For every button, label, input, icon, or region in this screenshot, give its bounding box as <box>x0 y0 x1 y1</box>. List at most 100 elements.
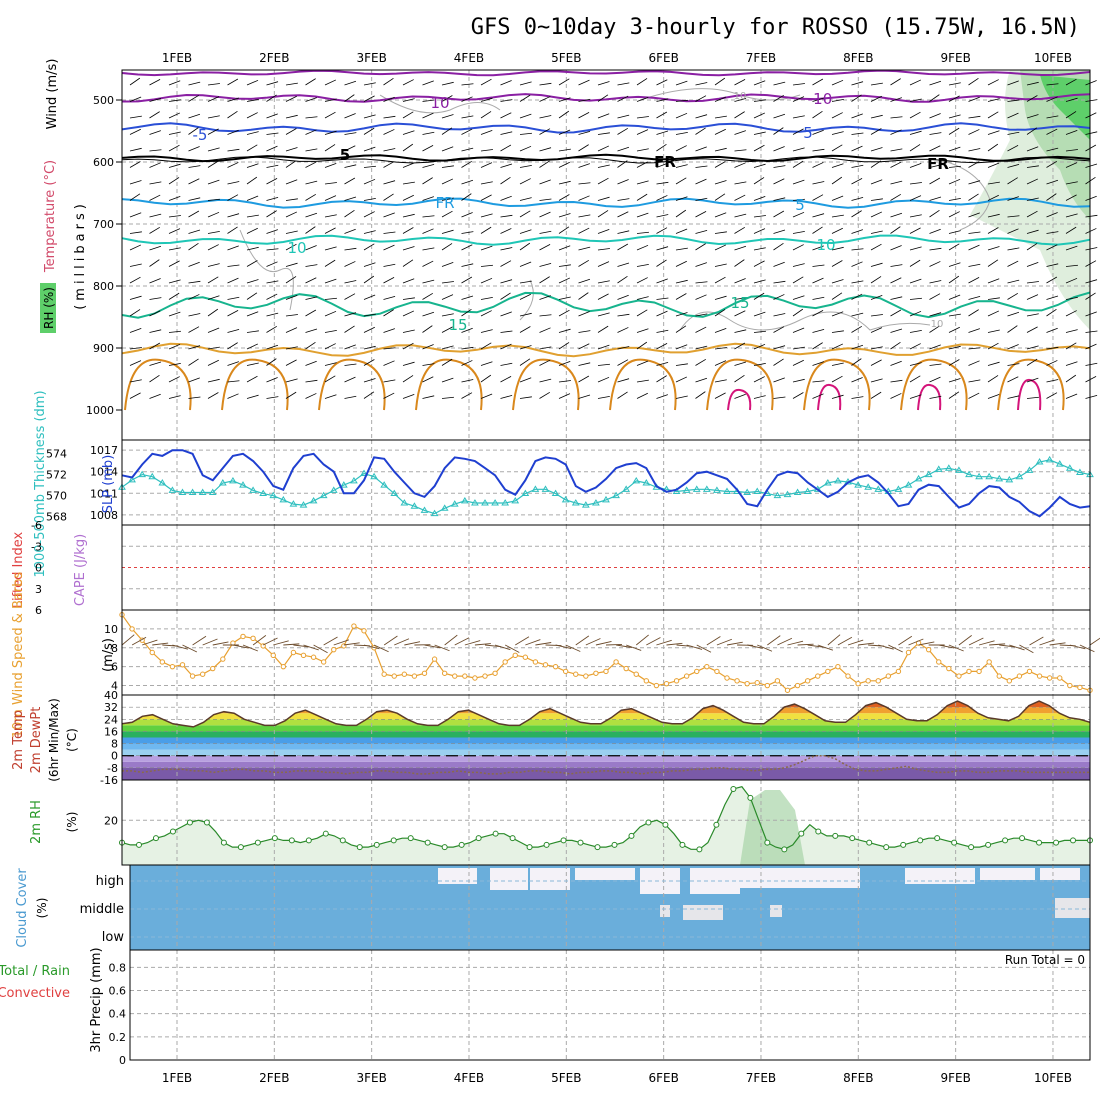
rh-point <box>374 842 379 847</box>
contour-label: 10 <box>734 91 747 102</box>
wind-speed-point <box>926 647 930 651</box>
rh-point <box>510 836 515 841</box>
cape-tick-label: 3 <box>35 583 42 596</box>
rh-point <box>782 847 787 852</box>
temp-label: 2m Temp <box>11 710 26 770</box>
rh-point <box>306 838 311 843</box>
rh-point <box>714 822 719 827</box>
rh-point <box>799 831 804 836</box>
wind-speed-point <box>251 636 255 640</box>
rh-point <box>340 838 345 843</box>
rh-point <box>391 838 396 843</box>
wind-speed-point <box>422 671 426 675</box>
cloud-clear <box>530 868 570 890</box>
wind-speed-point <box>412 674 416 678</box>
wind-speed-point <box>402 672 406 676</box>
contour-label: FR <box>435 194 454 212</box>
rh-point <box>408 836 413 841</box>
rh-point <box>272 836 277 841</box>
rh-point <box>969 845 974 850</box>
top-date-label: 8FEB <box>843 51 873 65</box>
top-date-label: 7FEB <box>746 51 776 65</box>
wind-speed-point <box>1027 669 1031 673</box>
slp-label: SLP (mb) <box>101 455 116 514</box>
wind-barb-10m <box>606 644 622 645</box>
contour-label: 5 <box>803 124 813 142</box>
cloud-level-label: high <box>96 874 124 889</box>
temp-tick-label: 0 <box>111 750 118 763</box>
wind-speed-point <box>866 679 870 683</box>
precip-tick-label: 0.6 <box>109 985 127 998</box>
rh-point <box>595 845 600 850</box>
rh-point <box>527 845 532 850</box>
wind-speed-point <box>1058 676 1062 680</box>
contour-label: FR <box>654 153 676 171</box>
cloud-clear-mid <box>1055 898 1090 918</box>
wind-speed-point <box>301 653 305 657</box>
top-date-label: 9FEB <box>940 51 970 65</box>
wind-speed-point <box>1068 683 1072 687</box>
cloud-clear <box>438 868 465 884</box>
rh-point <box>204 820 209 825</box>
wind-label: Wind (m/s) <box>45 59 60 130</box>
wind-speed-point <box>654 683 658 687</box>
wind-speed-point <box>947 666 951 670</box>
wind-speed-point <box>634 672 638 676</box>
rh-point <box>289 838 294 843</box>
wind-speed-point <box>725 676 729 680</box>
wind-speed-point <box>130 627 134 631</box>
cloud-clear <box>640 868 680 894</box>
wind-speed-point <box>906 650 910 654</box>
wind-speed-point <box>311 655 315 659</box>
rh-point <box>646 820 651 825</box>
bottom-date-label: 5FEB <box>551 1071 581 1085</box>
cape-tick-label: 0 <box>35 562 42 575</box>
wind-speed-point <box>856 681 860 685</box>
wind-speed-point <box>200 672 204 676</box>
wind-speed-point <box>1017 674 1021 678</box>
rh-point <box>629 833 634 838</box>
contour-label: FR <box>927 155 949 173</box>
wind-speed-point <box>1078 685 1082 689</box>
temp-tick-label: 8 <box>111 738 118 751</box>
rh2-label: 2m RH <box>29 800 44 844</box>
dewpoint-label: 2m DewPt <box>29 707 44 774</box>
precip-tick-label: 0.4 <box>109 1008 127 1021</box>
rh-point <box>238 845 243 850</box>
cloud-unit: (%) <box>35 898 49 919</box>
rh-point <box>765 840 770 845</box>
wind-speed-point <box>674 679 678 683</box>
wind-speed-point <box>644 679 648 683</box>
wind-speed-point <box>432 657 436 661</box>
pressure-tick-label: 800 <box>93 280 114 293</box>
minmax-label: (6hr Min/Max) <box>47 698 61 782</box>
top-date-label: 1FEB <box>162 51 192 65</box>
top-date-label: 4FEB <box>454 51 484 65</box>
wind-tick-label: 10 <box>104 623 118 636</box>
wind-speed-point <box>483 674 487 678</box>
wind-speed-point <box>715 669 719 673</box>
top-date-label: 10FEB <box>1034 51 1072 65</box>
contour-label: -5 <box>193 126 208 144</box>
temp-band <box>122 744 1090 750</box>
rh-point <box>153 836 158 841</box>
wind-speed-point <box>563 669 567 673</box>
cloud-clear <box>465 868 477 884</box>
temp-tick-label: -8 <box>107 762 118 775</box>
cloud-clear <box>575 868 635 880</box>
wind-speed-point <box>221 657 225 661</box>
rh-point <box>884 845 889 850</box>
wind-speed-point <box>745 681 749 685</box>
rh-point <box>1020 836 1025 841</box>
rh-point <box>867 840 872 845</box>
wind-speed-point <box>180 663 184 667</box>
wind-speed-point <box>987 660 991 664</box>
wind-speed-point <box>775 679 779 683</box>
wind-speed-point <box>473 676 477 680</box>
precip-tick-label: 0 <box>119 1054 126 1067</box>
wind-speed-point <box>584 674 588 678</box>
wind-speed-point <box>523 655 527 659</box>
wind-speed-point <box>463 674 467 678</box>
pressure-label: (millibars) <box>73 200 88 310</box>
thickness-tick-label: 574 <box>46 448 67 461</box>
